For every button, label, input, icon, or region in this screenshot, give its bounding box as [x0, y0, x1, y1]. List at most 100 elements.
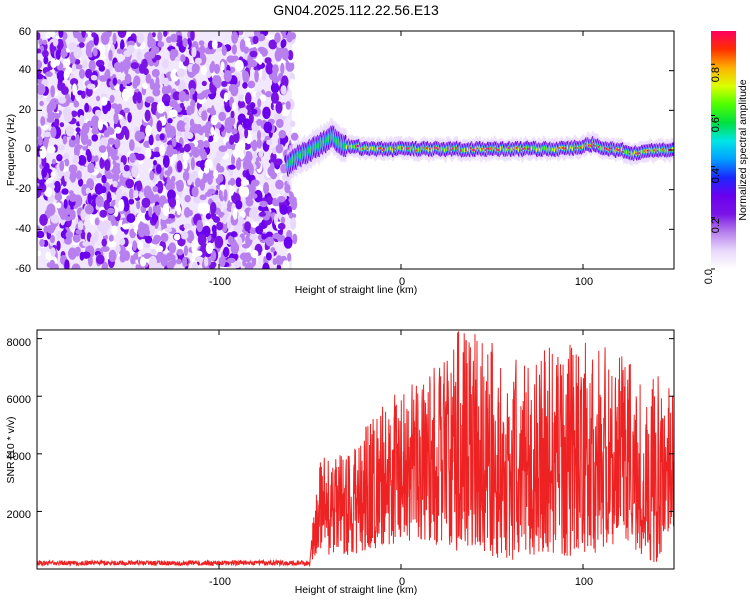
noise-blob: [238, 132, 244, 139]
noise-blob: [163, 100, 171, 107]
noise-blob: [52, 37, 59, 47]
noise-blob: [206, 70, 212, 79]
noise-blob: [287, 49, 294, 61]
noise-blob: [166, 213, 176, 220]
noise-blob: [166, 36, 172, 44]
noise-blob: [281, 47, 289, 61]
noise-blob: [68, 164, 78, 174]
noise-blob: [182, 37, 188, 48]
noise-blob: [65, 216, 72, 222]
noise-blob: [84, 204, 94, 215]
noise-blob: [287, 31, 292, 40]
noise-blob: [226, 257, 236, 264]
noise-blob: [261, 69, 267, 81]
noise-blob: [266, 195, 274, 206]
noise-blob: [42, 39, 48, 45]
noise-blob: [169, 49, 176, 61]
colorbar-bar: [711, 31, 736, 269]
noise-blob: [153, 196, 159, 203]
noise-blob: [149, 78, 155, 91]
noise-blob: [288, 196, 297, 204]
noise-blob: [205, 191, 212, 197]
noise-blob: [106, 191, 112, 203]
noise-blob: [233, 260, 242, 269]
noise-blob: [109, 94, 115, 104]
noise-blob: [119, 253, 127, 263]
noise-blob: [73, 100, 80, 108]
noise-blob: [288, 212, 294, 219]
noise-blob: [40, 116, 46, 126]
noise-blob: [179, 225, 184, 231]
noise-blob: [183, 245, 189, 257]
noise-blob: [115, 244, 121, 253]
noise-blob: [164, 170, 171, 176]
noise-blob: [75, 64, 83, 70]
noise-blob: [101, 174, 107, 184]
noise-blob: [279, 204, 289, 215]
noise-blob: [82, 136, 87, 146]
noise-blob: [232, 55, 239, 62]
noise-blob: [274, 32, 281, 44]
bottom-xtick-label-2: 0: [399, 576, 405, 588]
noise-blob: [115, 188, 123, 200]
colorbar-tick-label-1: 0.0: [703, 269, 715, 284]
noise-blob: [244, 221, 251, 232]
noise-blob: [240, 179, 250, 186]
noise-blob: [60, 230, 67, 239]
noise-blob: [152, 160, 157, 166]
noise-blob: [111, 103, 119, 109]
noise-blob: [165, 217, 174, 224]
noise-blob: [168, 242, 177, 254]
noise-blob: [71, 263, 81, 269]
noise-blob: [198, 147, 206, 157]
noise-blob: [157, 31, 163, 42]
noise-blob: [55, 49, 61, 60]
noise-blob: [51, 158, 56, 165]
noise-blob: [123, 164, 130, 172]
noise-blob: [160, 232, 169, 243]
noise-blob: [250, 249, 259, 259]
top-ytick-label-6: 40: [19, 64, 31, 76]
noise-blob: [257, 98, 262, 108]
noise-blob: [56, 230, 62, 240]
noise-blob: [277, 222, 286, 230]
noise-blob: [145, 125, 152, 137]
noise-blob: [65, 231, 74, 239]
noise-blob: [149, 50, 156, 59]
noise-blob: [253, 189, 263, 203]
noise-blob: [79, 114, 85, 127]
noise-blob: [176, 68, 186, 78]
noise-blob: [218, 145, 228, 152]
noise-blob: [163, 31, 168, 37]
noise-blob: [168, 197, 177, 208]
snr-frame: [36, 329, 675, 570]
noise-blob: [152, 151, 161, 158]
noise-blob: [155, 204, 161, 217]
noise-blob: [90, 155, 96, 163]
colorbar-tick-label-3: 0.4: [710, 168, 722, 183]
noise-blob: [231, 153, 236, 166]
noise-blob: [98, 145, 107, 153]
noise-blob: [72, 234, 81, 243]
noise-blob: [87, 192, 92, 205]
noise-blob: [170, 33, 178, 43]
noise-blob: [50, 59, 58, 69]
noise-blob: [77, 178, 84, 187]
noise-blob: [173, 233, 181, 241]
noise-blob: [254, 69, 259, 83]
noise-blob: [111, 155, 120, 161]
noise-blob: [112, 173, 120, 181]
noise-blob: [119, 118, 127, 127]
noise-blob: [193, 196, 201, 204]
noise-blob: [101, 261, 109, 269]
noise-blob: [76, 170, 82, 180]
noise-blob: [155, 245, 164, 253]
noise-blob: [67, 247, 77, 260]
noise-blob: [270, 82, 280, 94]
noise-blob: [280, 62, 285, 75]
noise-blob: [289, 120, 296, 128]
noise-blob: [46, 224, 55, 234]
noise-blob: [138, 191, 144, 199]
noise-blob: [171, 137, 177, 147]
noise-blob: [113, 112, 119, 125]
